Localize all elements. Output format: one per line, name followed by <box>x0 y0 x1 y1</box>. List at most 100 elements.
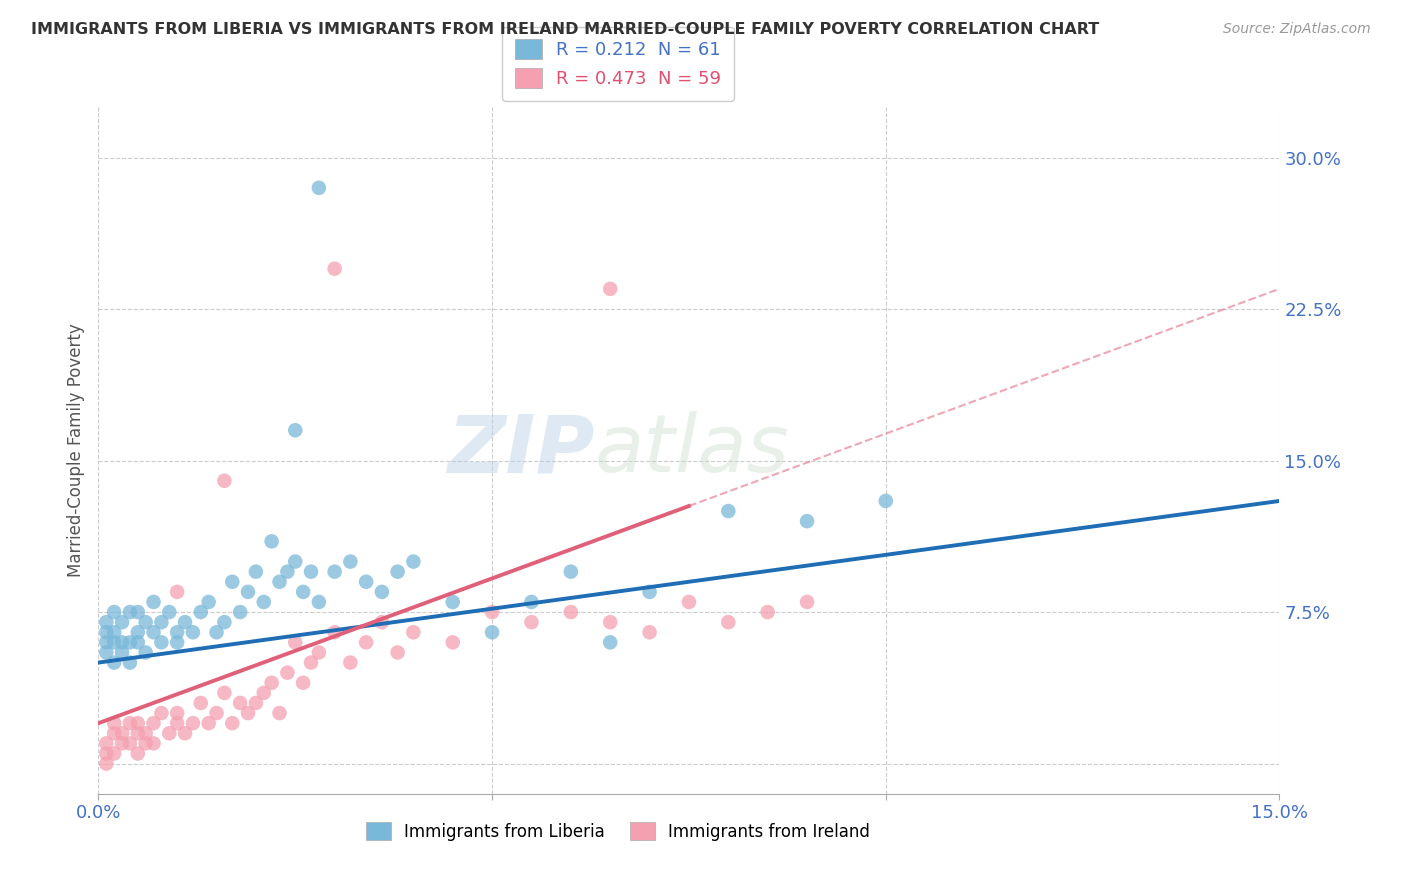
Point <box>103 726 125 740</box>
Point <box>229 696 252 710</box>
Point <box>96 756 118 771</box>
Point <box>308 595 330 609</box>
Point <box>221 574 243 589</box>
Point <box>181 716 204 731</box>
Point <box>276 565 298 579</box>
Point <box>638 625 661 640</box>
Point <box>229 605 252 619</box>
Point <box>481 605 503 619</box>
Point <box>96 747 118 761</box>
Point <box>150 635 173 649</box>
Legend: Immigrants from Liberia, Immigrants from Ireland: Immigrants from Liberia, Immigrants from… <box>360 815 877 847</box>
Point <box>717 615 740 630</box>
Point <box>354 635 377 649</box>
Point <box>323 565 346 579</box>
Point <box>560 605 582 619</box>
Point <box>103 625 125 640</box>
Point <box>103 605 125 619</box>
Point <box>339 555 361 569</box>
Point <box>284 635 307 649</box>
Point <box>190 605 212 619</box>
Point <box>166 706 188 720</box>
Point <box>96 645 118 659</box>
Point <box>118 716 141 731</box>
Point <box>796 514 818 528</box>
Point <box>387 565 409 579</box>
Point <box>96 625 118 640</box>
Point <box>157 605 180 619</box>
Point <box>103 716 125 731</box>
Point <box>756 605 779 619</box>
Point <box>299 656 322 670</box>
Point <box>308 645 330 659</box>
Point <box>387 645 409 659</box>
Point <box>142 595 165 609</box>
Point <box>796 595 818 609</box>
Point <box>402 625 425 640</box>
Point <box>118 656 141 670</box>
Point <box>599 615 621 630</box>
Point <box>96 615 118 630</box>
Point <box>103 635 125 649</box>
Point <box>260 675 283 690</box>
Point <box>96 635 118 649</box>
Point <box>245 696 267 710</box>
Point <box>127 716 149 731</box>
Text: ZIP: ZIP <box>447 411 595 490</box>
Point <box>135 615 157 630</box>
Point <box>157 726 180 740</box>
Point <box>339 656 361 670</box>
Y-axis label: Married-Couple Family Poverty: Married-Couple Family Poverty <box>66 324 84 577</box>
Point <box>214 686 236 700</box>
Point <box>111 645 134 659</box>
Point <box>166 585 188 599</box>
Point <box>181 625 204 640</box>
Point <box>221 716 243 731</box>
Point <box>127 726 149 740</box>
Point <box>174 726 197 740</box>
Point <box>292 675 315 690</box>
Point <box>599 635 621 649</box>
Point <box>308 181 330 195</box>
Text: Source: ZipAtlas.com: Source: ZipAtlas.com <box>1223 22 1371 37</box>
Point <box>323 261 346 276</box>
Point <box>354 574 377 589</box>
Text: IMMIGRANTS FROM LIBERIA VS IMMIGRANTS FROM IRELAND MARRIED-COUPLE FAMILY POVERTY: IMMIGRANTS FROM LIBERIA VS IMMIGRANTS FR… <box>31 22 1099 37</box>
Point <box>96 736 118 750</box>
Point <box>284 423 307 437</box>
Point <box>253 595 276 609</box>
Point <box>150 615 173 630</box>
Point <box>197 716 219 731</box>
Point <box>323 625 346 640</box>
Point <box>142 736 165 750</box>
Point <box>284 555 307 569</box>
Point <box>638 585 661 599</box>
Point <box>560 565 582 579</box>
Point <box>197 595 219 609</box>
Point <box>402 555 425 569</box>
Point <box>441 635 464 649</box>
Point <box>127 605 149 619</box>
Point <box>236 706 259 720</box>
Point <box>103 656 125 670</box>
Point <box>142 716 165 731</box>
Point <box>236 585 259 599</box>
Point <box>103 747 125 761</box>
Point <box>481 625 503 640</box>
Point <box>166 625 188 640</box>
Point <box>875 494 897 508</box>
Point <box>174 615 197 630</box>
Point <box>292 585 315 599</box>
Point <box>299 565 322 579</box>
Point <box>371 615 394 630</box>
Point <box>111 736 134 750</box>
Point <box>135 736 157 750</box>
Point <box>111 615 134 630</box>
Point <box>520 615 543 630</box>
Point <box>520 595 543 609</box>
Point <box>205 625 228 640</box>
Point <box>245 565 267 579</box>
Point <box>111 726 134 740</box>
Point <box>269 706 291 720</box>
Point <box>253 686 276 700</box>
